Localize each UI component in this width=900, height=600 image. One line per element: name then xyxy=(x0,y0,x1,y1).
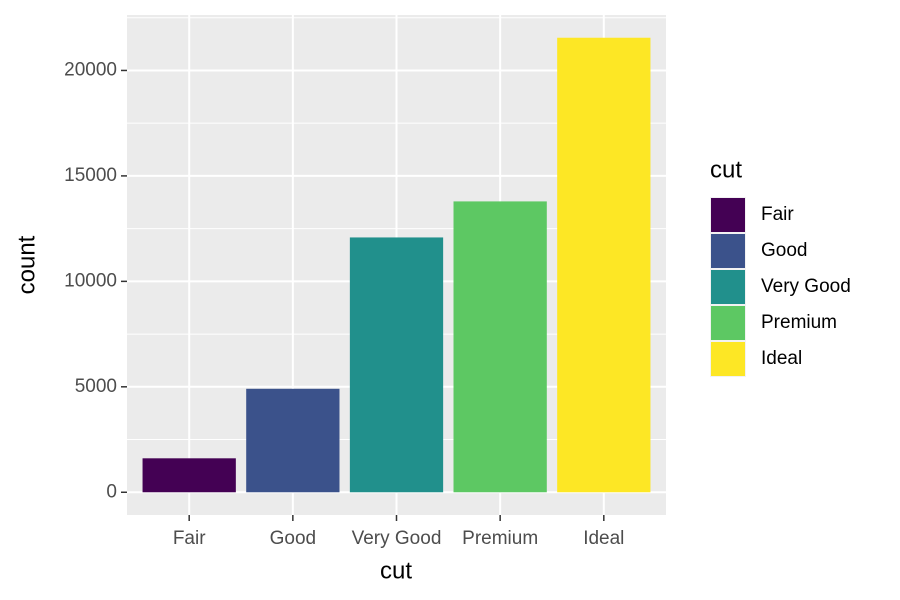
legend-swatch xyxy=(711,342,745,376)
y-tick-label: 5000 xyxy=(75,376,117,397)
legend-swatch xyxy=(711,270,745,304)
legend-label: Very Good xyxy=(761,276,851,297)
y-tick-label: 0 xyxy=(106,481,117,502)
y-tick-label: 20000 xyxy=(64,59,117,80)
legend-swatch xyxy=(711,234,745,268)
x-tick-label: Fair xyxy=(173,528,206,549)
bars xyxy=(142,37,651,493)
bar xyxy=(142,458,236,493)
x-tick-label: Premium xyxy=(462,528,538,549)
x-tick-label: Ideal xyxy=(583,528,624,549)
bar xyxy=(349,237,444,493)
x-tick-label: Good xyxy=(270,528,316,549)
x-tick-label: Very Good xyxy=(352,528,442,549)
x-axis-title: cut xyxy=(380,557,412,584)
legend-title: cut xyxy=(710,156,742,183)
y-axis-title: count xyxy=(13,235,40,294)
legend-swatch xyxy=(711,198,745,232)
legend-label: Fair xyxy=(761,204,794,225)
legend-swatch xyxy=(711,306,745,340)
y-tick-label: 10000 xyxy=(64,270,117,291)
legend-label: Premium xyxy=(761,312,837,333)
bar xyxy=(246,388,340,493)
legend-label: Good xyxy=(761,240,807,261)
bar xyxy=(557,37,651,493)
legend-label: Ideal xyxy=(761,348,802,369)
y-tick-label: 15000 xyxy=(64,165,117,186)
bar xyxy=(453,201,547,493)
